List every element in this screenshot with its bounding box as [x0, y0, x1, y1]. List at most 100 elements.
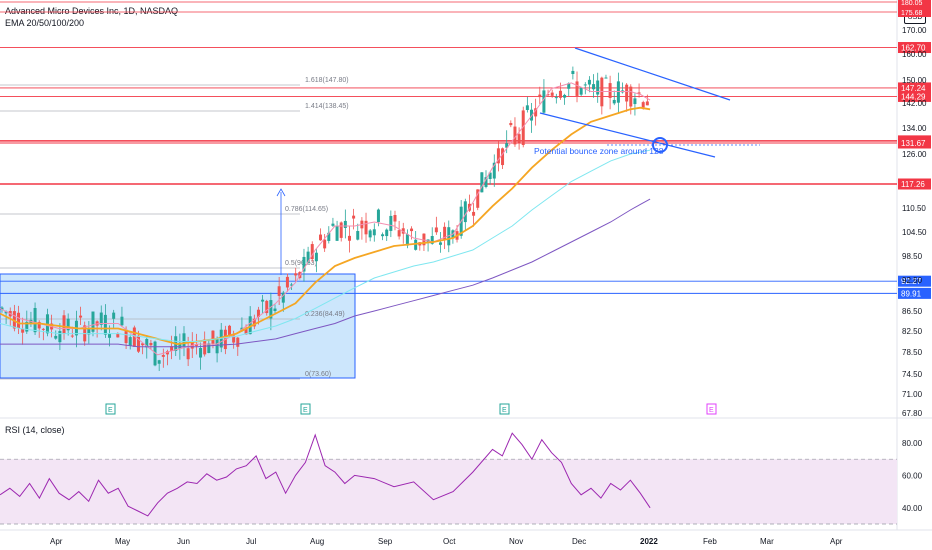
level-label: 92.27 — [901, 277, 922, 286]
candle-body — [480, 172, 484, 193]
price-tick: 92.50 — [902, 276, 923, 285]
price-tick: 126.00 — [902, 150, 927, 159]
earnings-label: E — [108, 407, 113, 414]
fib-label: 1.414(138.45) — [305, 103, 349, 110]
candle-body — [530, 109, 534, 121]
earnings-marker — [499, 403, 510, 415]
earnings-label: E — [709, 407, 714, 414]
candle-body — [327, 232, 331, 241]
candle-body — [604, 77, 608, 79]
candle-body — [542, 90, 546, 113]
candle-body — [414, 239, 418, 250]
candle-body — [472, 211, 476, 216]
chart-title: Advanced Micro Devices Inc, 1D, NASDAQ — [5, 6, 179, 16]
candle-body — [277, 286, 281, 296]
candle-body — [567, 83, 571, 89]
candle-body — [228, 325, 232, 336]
candle-body — [203, 339, 207, 355]
price-tick: 150.00 — [902, 76, 927, 85]
candle-body — [517, 134, 521, 143]
candle-body — [563, 94, 567, 98]
candle-body — [492, 162, 496, 179]
level-tag — [898, 287, 931, 299]
candle-body — [79, 315, 83, 318]
fib-label: 0.786(114.65) — [285, 206, 328, 213]
fib-label: 0.236(84.49) — [305, 311, 345, 318]
level-label: 162.70 — [901, 44, 926, 53]
candle-body — [0, 307, 4, 310]
candle-body — [215, 339, 219, 354]
candle-body — [364, 220, 368, 235]
candle-body — [558, 90, 562, 98]
rsi-tick: 60.00 — [902, 471, 923, 480]
measure-arrowhead — [276, 188, 286, 197]
price-tick: 134.00 — [902, 124, 927, 133]
candle-body — [443, 226, 447, 240]
level-label: 144.29 — [901, 92, 926, 101]
candle-body — [12, 311, 16, 329]
candle-body — [108, 333, 112, 338]
time-tick: Feb — [703, 537, 717, 546]
indicator-label: EMA 20/50/100/200 — [5, 18, 85, 28]
candle-body — [397, 230, 401, 237]
candle-body — [633, 98, 637, 105]
level-tag — [898, 42, 931, 54]
candle-body — [583, 84, 587, 86]
candle-body — [554, 97, 558, 99]
candle-body — [120, 316, 124, 326]
candle-body — [484, 177, 488, 187]
candle-body — [153, 341, 157, 366]
candle-body — [236, 337, 240, 347]
price-tick: 71.00 — [902, 390, 923, 399]
candle-body — [41, 328, 45, 330]
rsi-label: RSI (14, close) — [5, 425, 65, 435]
candle-body — [422, 233, 426, 246]
earnings-marker — [105, 403, 116, 415]
candle-body — [54, 335, 58, 339]
candle-body — [385, 229, 389, 237]
candle-body — [91, 311, 95, 332]
candle-body — [128, 337, 132, 346]
candle-body — [335, 226, 339, 241]
ema-line — [0, 149, 651, 342]
candle-body — [637, 92, 641, 94]
ema-line — [0, 106, 651, 346]
candle-body — [252, 318, 256, 327]
candle-body — [310, 244, 314, 260]
candle-body — [157, 360, 161, 364]
candle-body — [314, 252, 318, 262]
time-tick: Nov — [509, 537, 523, 546]
price-tick: 160.00 — [902, 50, 927, 59]
candle-body — [347, 235, 351, 241]
channel-top-line — [574, 47, 731, 101]
candle-body — [645, 101, 649, 106]
candle-body — [37, 322, 41, 329]
price-tick: 78.50 — [902, 348, 923, 357]
candle-body — [87, 329, 91, 335]
price-tick: 142.00 — [902, 99, 927, 108]
candle-body — [70, 335, 74, 337]
candle-body — [488, 172, 492, 180]
fib-label: 1.618(147.80) — [305, 77, 349, 84]
candle-body — [525, 105, 529, 110]
fib-label: 0(73.60) — [305, 371, 331, 378]
level-label: 131.67 — [901, 139, 926, 148]
candle-body — [616, 81, 620, 103]
candle-body — [641, 102, 645, 108]
candle-body — [207, 343, 211, 353]
earnings-marker — [706, 403, 717, 415]
candle-body — [550, 92, 554, 96]
level-tag — [898, 137, 931, 149]
candle-body — [136, 335, 140, 352]
rsi-tick: 80.00 — [902, 439, 923, 448]
candle-body — [145, 338, 149, 348]
candle-body — [393, 215, 397, 222]
candle-body — [265, 300, 269, 314]
fib-label: 0.5(96.53) — [285, 260, 317, 267]
candle-body — [538, 94, 542, 98]
candle-body — [587, 79, 591, 85]
time-tick: 2022 — [640, 537, 658, 546]
candle-body — [199, 347, 203, 358]
candle-body — [534, 108, 538, 117]
